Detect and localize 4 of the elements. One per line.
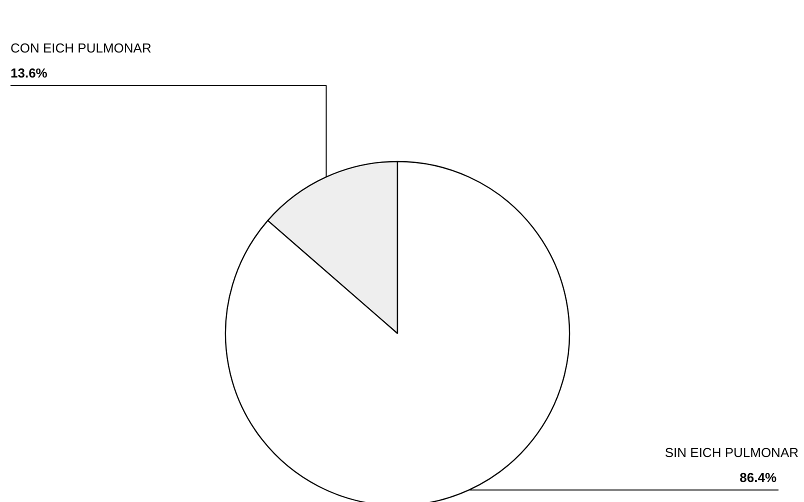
data-label: 86.4%: [740, 470, 777, 486]
data-label: 13.6%: [10, 66, 48, 80]
slice-label: CON EICH PULMONAR: [10, 40, 152, 56]
slice-label: SIN EICH PULMONAR: [664, 445, 799, 460]
